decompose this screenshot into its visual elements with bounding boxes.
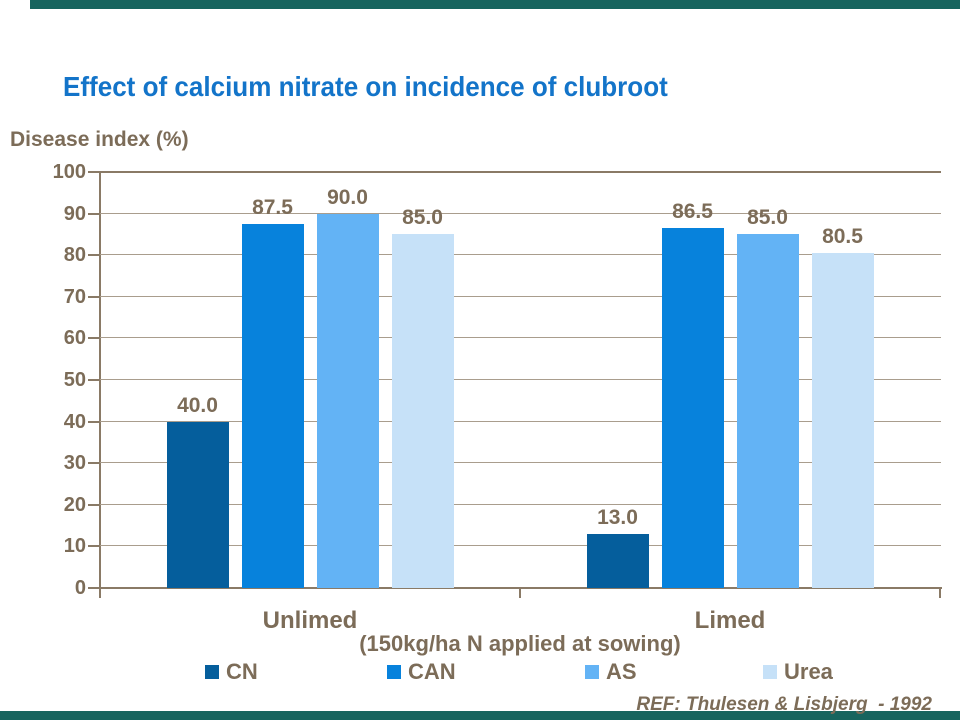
legend-swatch-icon-urea bbox=[763, 665, 777, 679]
y-axis-tick bbox=[88, 587, 100, 589]
y-axis-tick-label: 60 bbox=[63, 327, 86, 350]
bar-value-label-can-unlimed: 87.5 bbox=[252, 196, 293, 219]
x-axis-tick bbox=[939, 589, 941, 598]
gridline bbox=[100, 212, 941, 214]
x-axis-tick bbox=[519, 589, 521, 598]
category-label-limed: Limed bbox=[694, 607, 766, 634]
y-axis-tick bbox=[88, 420, 100, 423]
y-axis-tick bbox=[88, 337, 100, 340]
x-axis-line bbox=[99, 587, 942, 589]
bar-can-limed bbox=[661, 228, 724, 588]
gridline bbox=[100, 545, 941, 547]
bar-as-unlimed bbox=[316, 213, 379, 588]
bar-can-unlimed bbox=[241, 224, 304, 588]
category-label-unlimed: Unlimed bbox=[262, 607, 358, 634]
bar-cn-limed bbox=[586, 533, 649, 588]
gridline bbox=[100, 462, 941, 464]
gridline bbox=[100, 295, 941, 297]
y-axis-tick-label: 90 bbox=[63, 202, 86, 225]
gridline bbox=[100, 420, 941, 422]
bar-value-label-as-unlimed: 90.0 bbox=[327, 185, 368, 209]
legend-label-urea: Urea bbox=[784, 659, 833, 684]
y-axis-tick bbox=[88, 462, 100, 465]
bar-as-limed bbox=[736, 234, 799, 588]
bottom-accent-bar bbox=[0, 711, 960, 720]
gridline bbox=[100, 503, 941, 505]
y-axis-tick bbox=[88, 379, 100, 381]
bar-value-label-cn-limed: 13.0 bbox=[597, 505, 638, 529]
y-axis-tick bbox=[88, 171, 100, 173]
y-axis-tick bbox=[88, 212, 100, 215]
y-axis-tick-label: 40 bbox=[63, 410, 86, 433]
bar-urea-unlimed bbox=[391, 234, 454, 588]
gridline bbox=[100, 171, 941, 173]
legend-swatch-icon-cn bbox=[205, 665, 219, 679]
bar-value-label-cn-unlimed: 40.0 bbox=[177, 393, 218, 417]
y-axis-tick bbox=[88, 545, 100, 548]
y-axis-tick-label: 80 bbox=[63, 244, 86, 267]
reference-text: REF: Thulesen & Lisbjerg - 1992 bbox=[636, 694, 932, 715]
bar-value-label-urea-unlimed: 85.0 bbox=[402, 206, 443, 230]
legend-label-cn: CN bbox=[226, 659, 258, 684]
x-axis-subtitle: (150kg/ha N applied at sowing) bbox=[359, 631, 681, 656]
top-accent-bar bbox=[30, 0, 960, 9]
bar-value-label-can-limed: 86.5 bbox=[672, 200, 713, 224]
y-axis-tick-label: 10 bbox=[63, 535, 86, 558]
legend-swatch-icon-as bbox=[585, 665, 599, 679]
legend-swatch-icon-can bbox=[387, 665, 401, 679]
x-axis-tick bbox=[99, 589, 101, 598]
bar-value-label-urea-limed: 80.5 bbox=[822, 225, 863, 249]
bar-value-label-as-limed: 85.0 bbox=[747, 206, 788, 230]
y-axis-title: Disease index (%) bbox=[10, 128, 189, 151]
gridline bbox=[100, 254, 941, 256]
legend-label-can: CAN bbox=[408, 659, 456, 684]
y-axis-tick-label: 100 bbox=[52, 161, 86, 183]
bar-urea-limed bbox=[811, 253, 874, 588]
bar-cn-unlimed bbox=[166, 421, 229, 588]
y-axis-tick bbox=[88, 254, 100, 257]
legend: CN CAN AS Urea bbox=[0, 658, 960, 688]
y-axis-tick-label: 50 bbox=[63, 369, 86, 391]
legend-label-as: AS bbox=[606, 659, 637, 684]
y-axis-tick-label: 0 bbox=[74, 577, 86, 599]
y-axis-tick-label: 20 bbox=[63, 493, 86, 516]
y-axis-line bbox=[99, 172, 101, 598]
chart-title: Effect of calcium nitrate on incidence o… bbox=[63, 71, 668, 102]
y-axis-tick-label: 30 bbox=[63, 452, 86, 475]
y-axis-tick bbox=[88, 295, 100, 298]
y-axis-tick bbox=[88, 503, 100, 506]
y-axis-tick-label: 70 bbox=[63, 285, 86, 308]
gridline bbox=[100, 337, 941, 339]
gridline bbox=[100, 379, 941, 380]
